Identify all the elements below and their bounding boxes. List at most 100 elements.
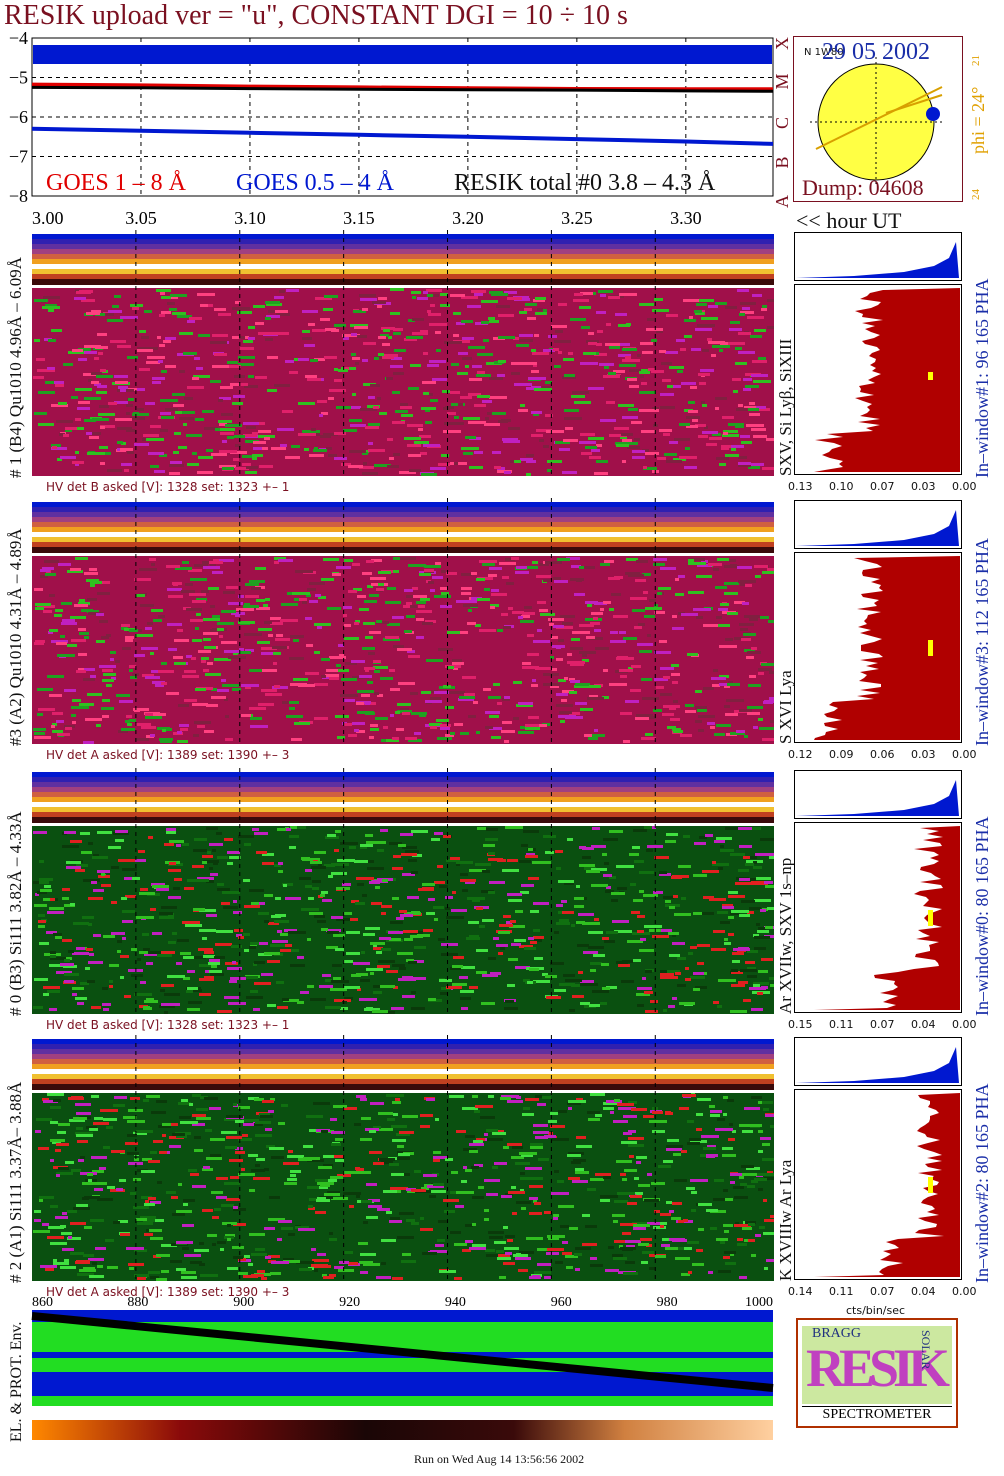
spectrogram-cell (381, 948, 391, 951)
spectrogram-cell (632, 1222, 648, 1225)
spectrogram-cell (460, 873, 468, 876)
spectrogram-cell (114, 295, 121, 298)
spectrogram-cell (134, 654, 145, 657)
pha-histogram-2 (794, 770, 962, 1013)
spectrogram-cell (166, 692, 179, 695)
spectrogram-cell (53, 933, 62, 936)
spectrogram-cell (166, 828, 176, 831)
spectrogram-cell (290, 826, 297, 829)
spectrogram-cell (582, 659, 589, 662)
spectrogram-cell (672, 997, 677, 1000)
spectrogram-cell (121, 897, 127, 900)
spectrogram-cell (663, 676, 670, 679)
spectrogram-cell (755, 575, 761, 578)
spectrogram-cell (764, 1267, 768, 1270)
spectrogram-cell (79, 632, 89, 635)
spectrogram-cell (501, 613, 508, 616)
spectrogram-cell (527, 317, 536, 320)
spectrogram-cell (489, 320, 499, 323)
spectrogram-cell (753, 435, 767, 438)
spectrogram-cell (488, 1095, 494, 1098)
spectrogram-cell (761, 958, 773, 961)
spectrogram-cell (161, 662, 167, 665)
spectrogram-cell (100, 426, 105, 429)
spectrogram-cell (148, 1160, 160, 1163)
spectrogram-cell (457, 372, 468, 375)
profile-stripe (32, 817, 774, 823)
spectrogram-cell (564, 882, 574, 885)
spectrogram-cell (417, 297, 428, 300)
spectrogram-cell (379, 937, 391, 940)
spectrogram-cell (389, 669, 395, 672)
spectrogram-cell (728, 916, 734, 919)
spectrogram-cell (307, 938, 311, 941)
spectrogram-cell (580, 708, 593, 711)
spectrogram-cell (330, 1118, 337, 1121)
spectrogram-cell (713, 1198, 725, 1201)
spectrogram-cell (56, 642, 67, 645)
spectrogram-cell (319, 414, 323, 417)
spectrogram-cell (376, 951, 382, 954)
spectrogram-cell (591, 449, 600, 452)
spectrogram-cell (316, 1199, 330, 1202)
spectrogram-cell (416, 610, 432, 613)
profile-stripe (32, 1044, 774, 1050)
spectrogram-cell (654, 611, 665, 614)
spectrogram-cell (393, 645, 404, 648)
spectrogram-cell (91, 1156, 107, 1159)
spectrogram-cell (197, 877, 214, 880)
spectrogram-cell (690, 946, 697, 949)
legend-resik-total: RESIK total #0 3.8 – 4.3 Å (454, 170, 716, 196)
spectrogram-cell (87, 980, 95, 983)
spectrogram-cell (652, 1130, 665, 1133)
spectrogram-cell (91, 372, 102, 375)
spectrogram-cell (268, 310, 280, 313)
spectrogram-cell (727, 612, 738, 615)
spectrogram-cell (156, 1100, 167, 1103)
spectrogram-cell (678, 1247, 692, 1250)
spectrogram-cell (476, 907, 483, 910)
spectrogram-cell (749, 413, 760, 416)
spectrogram-cell (697, 944, 710, 947)
spectrogram-cell (687, 1142, 700, 1145)
spectrogram-cell (491, 589, 499, 592)
spectrogram-cell (331, 872, 347, 875)
spectrogram-cell (663, 433, 670, 436)
spectrogram-cell (338, 369, 348, 372)
spectrogram-cell (141, 726, 156, 729)
spectrogram-cell (65, 427, 82, 430)
spectrogram-cell (40, 575, 48, 578)
spectrogram-cell (580, 1002, 590, 1005)
spectrogram-cell (261, 689, 277, 692)
spectrogram-cell (426, 1098, 435, 1101)
spectrogram-cell (419, 714, 426, 717)
spectrogram-cell (92, 418, 109, 421)
spectrogram-cell (412, 296, 416, 299)
spectrogram-cell (615, 313, 627, 316)
spectrogram-cell (722, 1154, 736, 1157)
spectrogram-cell (757, 992, 763, 995)
spectrogram-cell (168, 595, 183, 598)
spectrogram-cell (289, 371, 298, 374)
spectrogram-cell (156, 888, 169, 891)
spectrogram-cell (556, 904, 563, 907)
spectrogram-cell (471, 597, 482, 600)
spectrogram-cell (245, 440, 259, 443)
spectrogram-cell (208, 587, 219, 590)
spectrogram-cell (477, 598, 490, 601)
spectrogram-cell (99, 405, 109, 408)
channel-window-label: In–window#2: 80 165 PHA (972, 1083, 992, 1283)
spectrogram-cell (588, 387, 604, 390)
spectrogram-cell (229, 1159, 243, 1162)
spectrogram-cell (503, 1146, 509, 1149)
spectrogram-cell (634, 438, 640, 441)
spectrogram-cell (728, 423, 744, 426)
spectrogram-cell (227, 361, 238, 364)
spectrogram-cell (281, 603, 298, 606)
spectrogram-cell (327, 1191, 340, 1194)
spectrogram-cell (651, 1182, 665, 1185)
spectrogram-cell (148, 836, 153, 839)
spectrogram-cell (434, 881, 445, 884)
spectrogram-cell (149, 558, 156, 561)
pha-histogram-3 (794, 1037, 962, 1280)
